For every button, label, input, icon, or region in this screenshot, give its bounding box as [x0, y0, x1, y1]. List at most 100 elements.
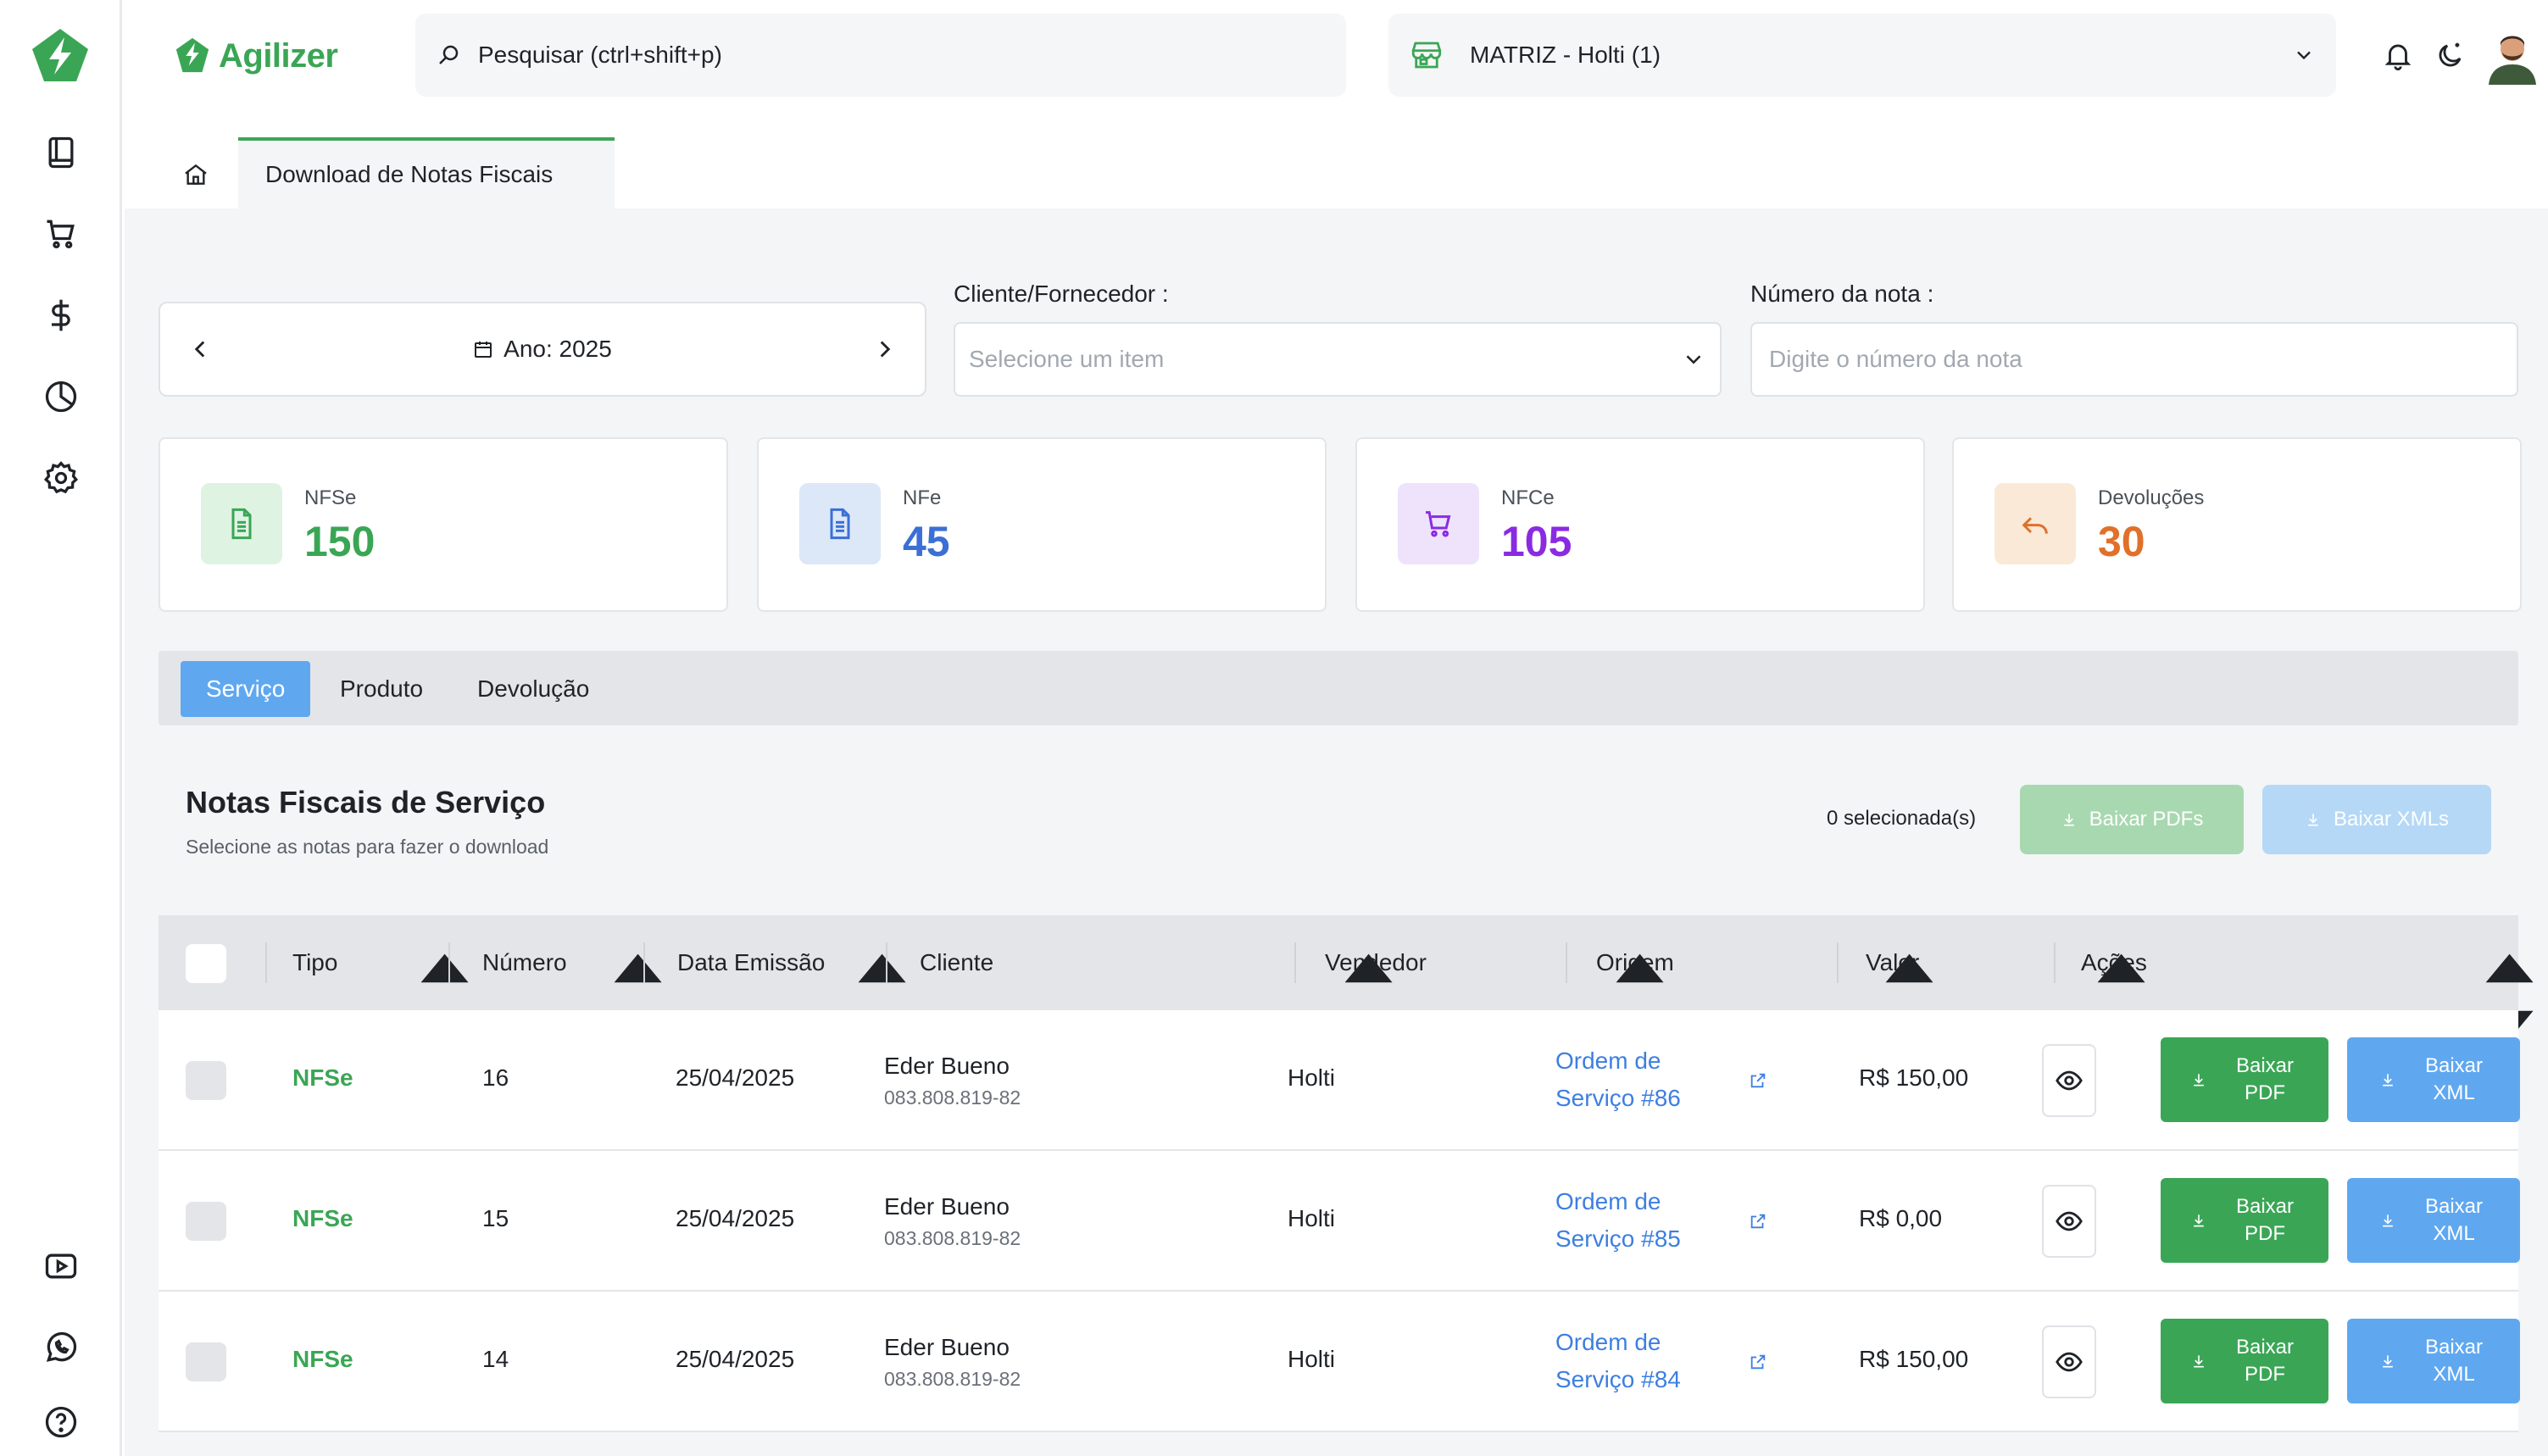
origem-line-1: Ordem de	[1555, 1329, 1661, 1355]
search-icon	[439, 45, 459, 64]
view-button[interactable]	[2042, 1044, 2096, 1117]
download-xml-button[interactable]: Baixar XML	[2347, 1037, 2520, 1122]
view-button[interactable]	[2042, 1325, 2096, 1398]
column-header-tipo[interactable]: Tipo	[292, 915, 337, 1010]
stat-label: NFCe	[1501, 486, 1555, 509]
download-xml-button[interactable]: Baixar XML	[2347, 1178, 2520, 1263]
search-input[interactable]	[478, 42, 1241, 69]
column-header-data-emissao[interactable]: Data Emissão	[677, 915, 825, 1010]
download-pdf-button[interactable]: Baixar PDF	[2161, 1319, 2328, 1403]
dollar-icon[interactable]	[37, 292, 85, 339]
tab-servico[interactable]: Serviço	[181, 661, 311, 717]
cart-icon[interactable]	[37, 210, 85, 258]
cell-cliente-document: 083.808.819-82	[884, 1227, 1021, 1249]
column-header-label: Valor	[1866, 949, 1920, 975]
chevron-right-icon[interactable]	[871, 335, 899, 364]
download-icon	[2194, 1074, 2204, 1086]
column-header-vendedor[interactable]: Vendedor	[1325, 915, 1427, 1010]
row-checkbox[interactable]	[186, 1061, 226, 1100]
book-icon[interactable]	[37, 129, 85, 176]
column-header-label: Origem	[1596, 949, 1674, 975]
download-xml-button[interactable]: Baixar XML	[2347, 1319, 2520, 1403]
column-header-origem[interactable]: Origem	[1596, 915, 1674, 1010]
moon-icon[interactable]	[2431, 36, 2470, 75]
column-header-cliente[interactable]: Cliente	[920, 915, 993, 1010]
view-button[interactable]	[2042, 1185, 2096, 1258]
breadcrumb: Download de Notas Fiscais	[125, 136, 2548, 208]
cell-numero: 14	[482, 1346, 509, 1372]
gear-icon[interactable]	[37, 454, 85, 502]
home-icon[interactable]	[182, 161, 209, 188]
column-header-label: Vendedor	[1325, 949, 1427, 975]
number-input[interactable]	[1750, 322, 2518, 397]
download-icon	[2383, 1214, 2393, 1227]
cell-valor: R$ 150,00	[1859, 1346, 1969, 1372]
year-label: Ano: 2025	[503, 336, 612, 362]
stat-card-nfe: NFe 45	[757, 437, 1327, 612]
avatar[interactable]	[2487, 25, 2538, 85]
cell-cliente-name: Eder Bueno	[884, 1053, 1010, 1079]
pdf-label-1: Baixar	[2235, 1195, 2295, 1218]
origem-line-2: Serviço #86	[1555, 1085, 1681, 1111]
bulk-pdf-label: Baixar PDFs	[2089, 808, 2204, 831]
download-pdf-button[interactable]: Baixar PDF	[2161, 1037, 2328, 1122]
cell-origem-link[interactable]: Ordem de Serviço #86	[1555, 1042, 1700, 1117]
tab-download-notas[interactable]: Download de Notas Fiscais	[238, 137, 615, 208]
column-separator	[886, 942, 887, 983]
cell-cliente-name: Eder Bueno	[884, 1334, 1010, 1360]
client-filter-label: Cliente/Fornecedor :	[954, 281, 1169, 307]
origem-line-1: Ordem de	[1555, 1048, 1661, 1074]
bell-icon[interactable]	[2378, 36, 2417, 75]
select-all-checkbox[interactable]	[186, 944, 226, 983]
selected-count: 0 selecionada(s)	[1827, 807, 1977, 830]
stat-label: NFSe	[304, 486, 357, 509]
stat-value: 105	[1501, 518, 1572, 565]
pdf-label-2: PDF	[2245, 1363, 2285, 1386]
invoice-type-tabs: Serviço Produto Devolução	[159, 651, 2518, 725]
table-row: NFSe 14 25/04/2025 Eder Bueno 083.808.81…	[159, 1292, 2520, 1432]
icon-rail	[0, 0, 122, 1456]
cell-data-emissao: 25/04/2025	[676, 1064, 795, 1091]
row-checkbox[interactable]	[186, 1342, 226, 1381]
xml-label-1: Baixar	[2424, 1336, 2484, 1359]
download-icon	[2383, 1074, 2393, 1086]
pie-chart-icon[interactable]	[37, 373, 85, 420]
column-header-numero[interactable]: Número	[482, 915, 567, 1010]
external-link-icon[interactable]	[1749, 1071, 1767, 1090]
youtube-icon[interactable]	[37, 1242, 85, 1290]
calendar-icon	[475, 342, 492, 358]
agilizer-bolt-icon[interactable]	[27, 25, 93, 85]
cart-icon	[1398, 483, 1479, 564]
column-header-acoes[interactable]: Ações	[2081, 915, 2147, 1010]
cell-cliente-document: 083.808.819-82	[884, 1368, 1021, 1390]
download-pdf-button[interactable]: Baixar PDF	[2161, 1178, 2328, 1263]
tab-produto[interactable]: Produto	[340, 675, 424, 702]
chevron-left-icon[interactable]	[186, 335, 214, 364]
xml-label-1: Baixar	[2424, 1054, 2484, 1077]
origem-line-1: Ordem de	[1555, 1188, 1661, 1214]
list-subtitle: Selecione as notas para fazer o download	[186, 836, 549, 858]
branch-selector[interactable]: MATRIZ - Holti (1)	[1388, 14, 2336, 97]
download-icon	[2383, 1355, 2393, 1368]
tab-devolucao[interactable]: Devolução	[477, 675, 590, 702]
cell-origem-link[interactable]: Ordem de Serviço #84	[1555, 1324, 1700, 1398]
stat-card-nfce: NFCe 105	[1355, 437, 1925, 612]
column-header-label: Cliente	[920, 949, 994, 975]
eye-icon	[2056, 1070, 2083, 1091]
client-select[interactable]: Selecione um item	[954, 322, 1722, 397]
bulk-download-xml-button[interactable]: Baixar XMLs	[2262, 785, 2491, 854]
column-header-valor[interactable]: Valor	[1866, 915, 1919, 1010]
table-row: NFSe 16 25/04/2025 Eder Bueno 083.808.81…	[159, 1010, 2520, 1151]
cell-origem-link[interactable]: Ordem de Serviço #85	[1555, 1183, 1700, 1258]
cell-vendedor: Holti	[1288, 1346, 1336, 1372]
external-link-icon[interactable]	[1749, 1353, 1767, 1371]
origem-line-2: Serviço #85	[1555, 1225, 1681, 1252]
external-link-icon[interactable]	[1749, 1212, 1767, 1231]
row-checkbox[interactable]	[186, 1202, 226, 1241]
help-circle-icon[interactable]	[37, 1398, 85, 1446]
brand-logo[interactable]: Agilizer	[173, 32, 338, 80]
cell-vendedor: Holti	[1288, 1205, 1336, 1231]
global-search[interactable]	[415, 14, 1346, 97]
whatsapp-icon[interactable]	[37, 1324, 85, 1371]
bulk-download-pdf-button[interactable]: Baixar PDFs	[2020, 785, 2244, 854]
